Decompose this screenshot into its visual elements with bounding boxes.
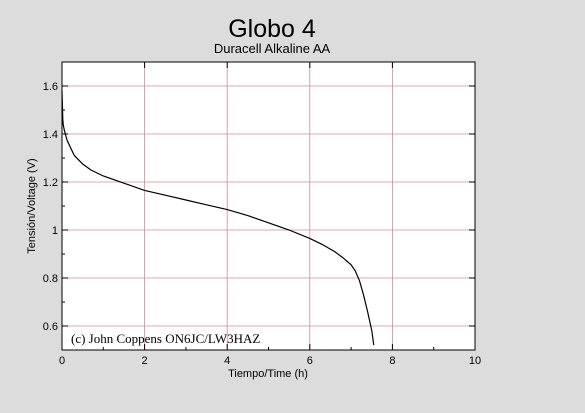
y-axis-label: Tensión/Voltage (V) bbox=[26, 158, 38, 253]
tick-labels: 0 2 4 6 8 10 0.6 0.8 1 1.2 1.4 1.6 bbox=[43, 81, 481, 367]
grid bbox=[62, 62, 475, 350]
series-line bbox=[61, 90, 375, 346]
chart-subtitle: Duracell Alkaline AA bbox=[214, 41, 331, 56]
axis-ticks bbox=[61, 61, 476, 350]
x-tick-label: 4 bbox=[224, 355, 230, 367]
series-layer bbox=[61, 90, 375, 346]
y-tick-label: 1 bbox=[52, 225, 58, 237]
y-tick-label: 0.8 bbox=[43, 273, 58, 285]
x-tick-label: 8 bbox=[389, 355, 395, 367]
y-tick-label: 1.2 bbox=[43, 177, 58, 189]
x-tick-label: 0 bbox=[59, 355, 65, 367]
x-tick-label: 6 bbox=[307, 355, 313, 367]
y-tick-label: 1.6 bbox=[43, 81, 58, 93]
y-tick-label: 0.6 bbox=[43, 321, 58, 333]
chart-title: Globo 4 bbox=[228, 15, 316, 43]
plot-area bbox=[61, 61, 476, 351]
y-tick-label: 1.4 bbox=[43, 129, 58, 141]
x-tick-label: 2 bbox=[142, 355, 148, 367]
x-tick-label: 10 bbox=[469, 355, 481, 367]
copyright-annotation: (c) John Coppens ON6JC/LW3HAZ bbox=[71, 331, 260, 346]
x-axis-label: Tiempo/Time (h) bbox=[228, 368, 308, 380]
